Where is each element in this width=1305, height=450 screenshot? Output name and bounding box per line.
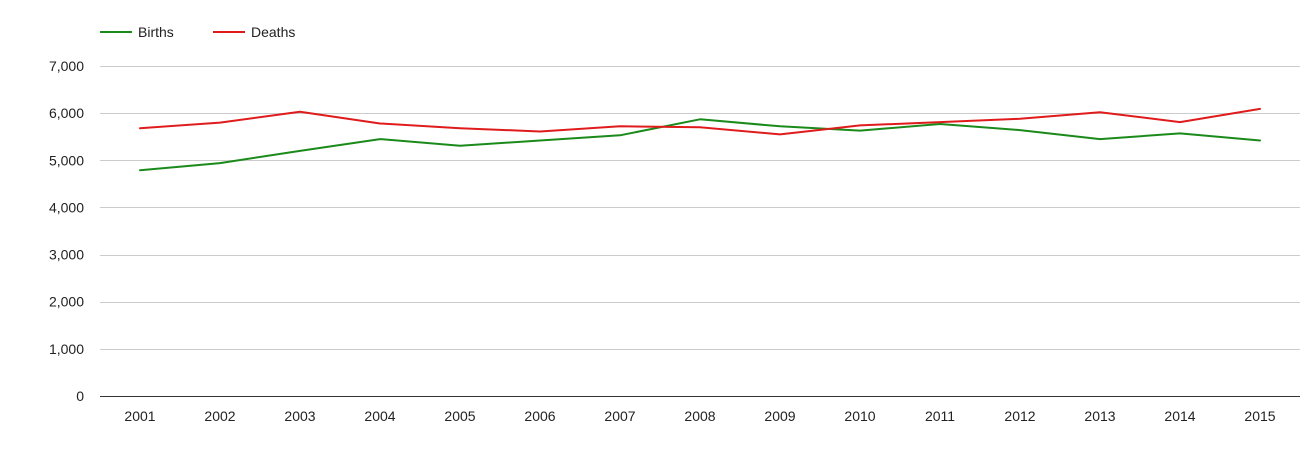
series-group (139, 107, 1261, 172)
legend-label-deaths: Deaths (251, 24, 295, 40)
gridlines (100, 66, 1300, 397)
y-tick-label: 2,000 (49, 294, 84, 310)
x-tick-label: 2004 (364, 408, 395, 424)
x-tick-label: 2012 (1004, 408, 1035, 424)
y-tick-label: 0 (76, 388, 84, 404)
x-tick-label: 2003 (284, 408, 315, 424)
y-tick-label: 1,000 (49, 341, 84, 357)
x-tick-label: 2006 (524, 408, 555, 424)
x-tick-label: 2013 (1084, 408, 1115, 424)
x-tick-label: 2015 (1244, 408, 1275, 424)
x-tick-label: 2005 (444, 408, 475, 424)
x-tick-label: 2008 (684, 408, 715, 424)
legend-label-births: Births (138, 24, 174, 40)
x-tick-label: 2010 (844, 408, 875, 424)
y-tick-label: 5,000 (49, 152, 84, 168)
y-tick-label: 7,000 (49, 58, 84, 74)
legend: Births Deaths (100, 24, 295, 40)
series-line-births (139, 118, 1261, 172)
y-tick-label: 3,000 (49, 247, 84, 263)
y-tick-label: 6,000 (49, 105, 84, 121)
x-tick-label: 2002 (204, 408, 235, 424)
y-axis: 0 1,000 2,000 3,000 4,000 5,000 6,000 7,000 (49, 58, 84, 404)
x-tick-label: 2014 (1164, 408, 1195, 424)
y-tick-label: 4,000 (49, 199, 84, 215)
x-axis: 2001 2002 2003 2004 2005 2006 2007 2008 2009 2010… (124, 408, 1275, 424)
x-tick-label: 2011 (925, 408, 955, 424)
series-line-deaths (139, 107, 1261, 136)
x-tick-label: 2009 (764, 408, 795, 424)
x-tick-label: 2007 (604, 408, 635, 424)
x-tick-label: 2001 (124, 408, 155, 424)
